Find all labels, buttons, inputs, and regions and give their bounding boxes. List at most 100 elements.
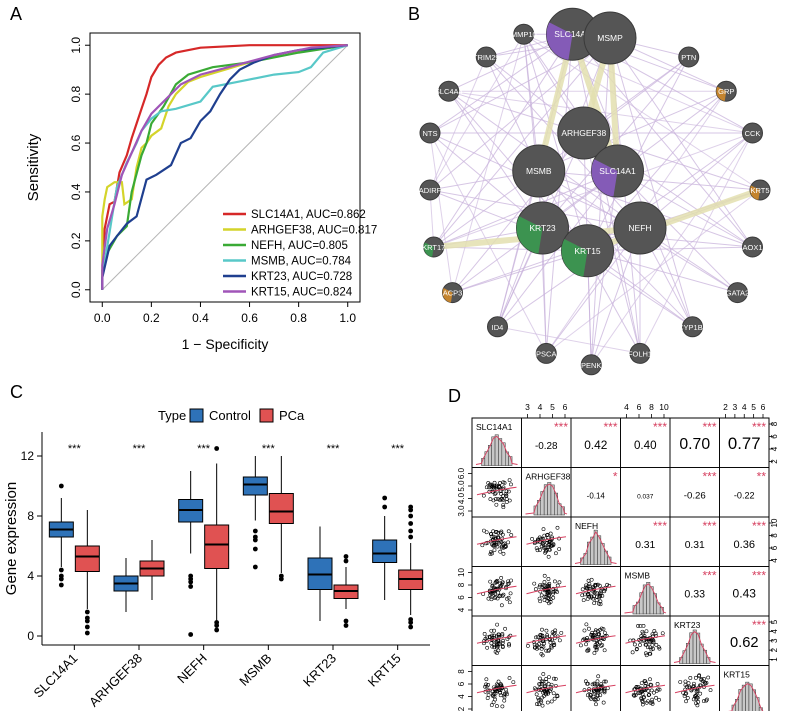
corr-scatter-point [654,643,659,647]
corr-scatter-point [509,482,513,487]
corr-histogram-bar [494,434,499,466]
corr-coefficient: 0.36 [734,539,755,551]
corr-scatter-point [548,600,553,604]
corr-scatter-point [585,693,590,698]
corr-scatter-point [594,697,598,702]
corr-scatter-point [599,682,604,687]
network-edge [590,37,611,365]
network-node [512,144,566,198]
corr-axis-tick-label: 6.0 [457,467,466,479]
box-legend-title: Type [158,408,186,423]
corr-scatter-point [496,642,501,646]
corr-scatter-point [496,679,501,684]
roc-legend-label: MSMB, AUC=0.784 [251,256,352,268]
corr-scatter-point [590,630,594,635]
corr-scatter-point [603,634,608,639]
corr-scatter-point [490,635,494,640]
corr-scatter-point [703,681,708,686]
network-coexpression-edge [586,187,761,254]
corr-smooth-line [575,635,616,644]
box-y-tick-label: 0 [27,629,34,643]
corr-scatter-point [504,500,509,505]
corr-scatter-point [537,682,542,686]
corr-scatter-point [488,579,493,584]
network-node-label: ARHGEF38 [561,128,606,138]
network-node [678,46,700,68]
box-outlier [278,573,284,579]
box-outlier [343,558,349,564]
network-node-label: ID4 [492,323,504,332]
corr-scatter-point [489,591,494,596]
corr-scatter-point [704,698,709,703]
corr-scatter-point [549,682,554,687]
corr-scatter-point [488,497,493,502]
box-outlier [408,528,414,534]
network-node-label: NEFH [628,223,651,233]
corr-scatter-point [535,548,540,553]
corr-scatter-point [595,679,600,684]
corr-axis-tick-label: 8 [770,533,779,538]
corr-significance: *** [752,569,766,583]
corr-smooth-line [476,585,517,595]
corr-scatter-point [532,642,537,647]
corr-scatter-point [547,581,552,586]
corr-scatter-point [641,623,646,628]
network-edge [639,132,753,354]
corr-scatter-point [539,699,544,704]
network-node [613,201,667,255]
corr-scatter-point [632,642,637,647]
corr-scatter-point [547,648,552,653]
corr-histogram-bar [745,681,750,711]
corr-scatter-point [486,481,491,485]
corr-scatter-point [602,679,607,684]
corr-scatter-point [602,648,607,653]
network-node-label: KRT23 [529,223,556,233]
corr-scatter-point [507,498,512,503]
corr-scatter-point [685,696,690,700]
corr-axis-tick-label: 4 [770,629,779,634]
corr-scatter-point [598,599,603,604]
corr-scatter-point [539,652,544,656]
corr-scatter-point [508,633,513,638]
box-x-tick-label: KRT15 [365,651,404,690]
corr-coefficient: 0.77 [728,434,761,453]
corr-scatter-point [596,674,601,679]
network-edge [429,33,525,191]
corr-scatter-point [636,691,641,695]
corr-smooth-line [526,684,567,694]
corr-scatter-point [555,694,560,699]
box-outlier [84,630,90,636]
corr-cell [471,566,522,617]
box-legend-label-control: Control [209,408,251,423]
corr-scatter-point [589,577,594,582]
corr-scatter-point [494,540,499,545]
corr-coefficient: -0.14 [587,491,606,500]
corr-scatter-point [593,628,598,633]
box-outlier [408,617,414,622]
corr-scatter-point [500,632,505,636]
corr-coefficient: 0.62 [730,635,759,651]
corr-scatter-point [495,622,499,627]
corr-scatter-point [585,597,590,601]
corr-scatter-point [596,632,601,637]
corr-scatter-point [505,582,510,587]
network-edge [545,189,761,354]
box-outlier [214,446,220,451]
corr-scatter-point [503,626,507,631]
corr-scatter-point [495,644,500,649]
corr-density-curve [525,483,568,515]
corr-axis-tick-label: 3.0 [457,505,466,517]
corr-scatter-point [696,700,701,704]
corr-coefficient: 0.31 [635,540,655,551]
corr-scatter-point [492,645,497,650]
corr-scatter-point [594,702,598,707]
corr-scatter-point [660,631,665,636]
corr-scatter-point [538,676,542,681]
corr-density-curve [475,435,518,465]
corr-density-curve [574,531,617,564]
network-node [629,342,651,364]
corr-scatter-point [595,582,600,587]
panel-d-label: D [448,386,461,406]
corr-histogram-bar [682,650,687,664]
roc-curve [101,44,348,290]
